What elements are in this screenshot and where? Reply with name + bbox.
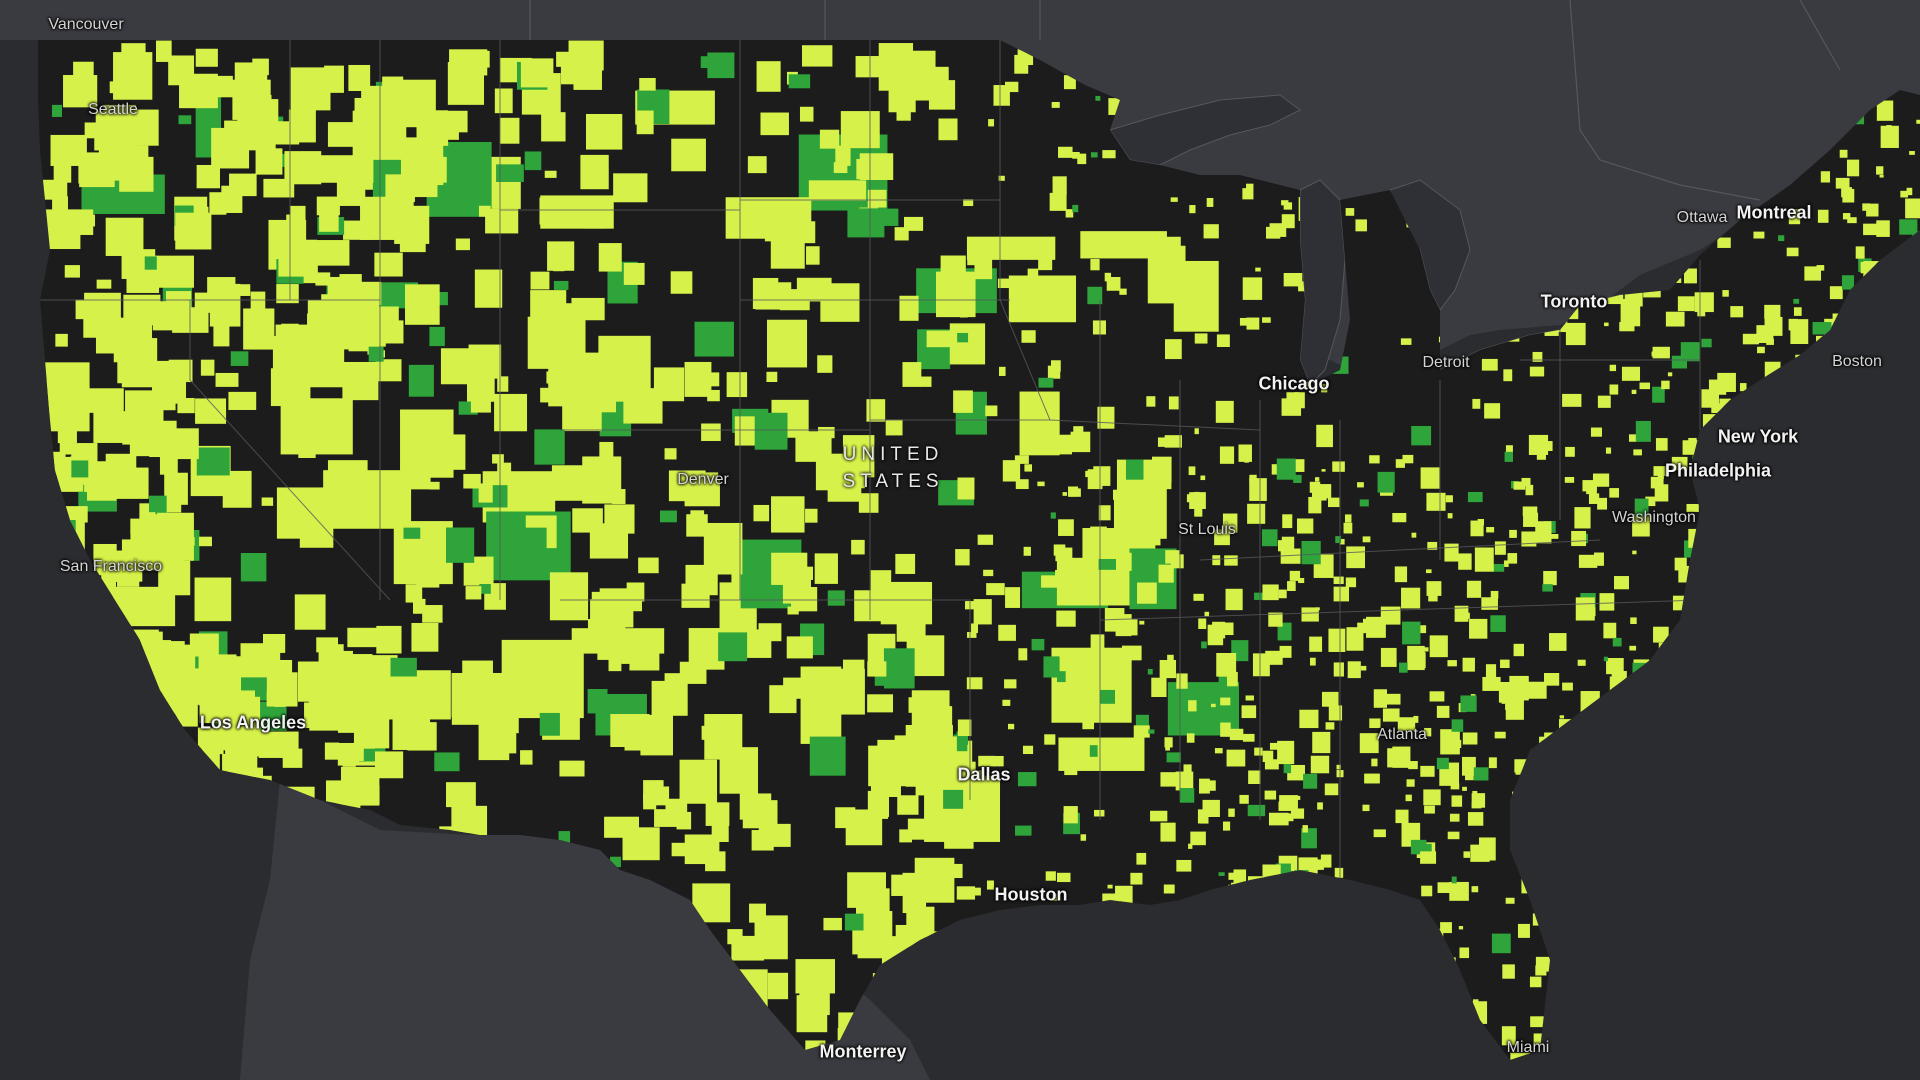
state-borders xyxy=(40,40,1701,900)
canada-province-borders xyxy=(529,0,1841,201)
city-label-st-louis[interactable]: St Louis xyxy=(1178,521,1236,538)
city-label-dallas[interactable]: Dallas xyxy=(957,764,1011,785)
city-label-montreal[interactable]: Montreal xyxy=(1736,202,1812,223)
city-label-monterrey[interactable]: Monterrey xyxy=(819,1041,907,1062)
city-label-boston[interactable]: Boston xyxy=(1832,353,1882,370)
country-label-line2: STATES xyxy=(842,471,944,492)
city-label-miami[interactable]: Miami xyxy=(1506,1039,1550,1056)
city-label-toronto[interactable]: Toronto xyxy=(1540,291,1608,312)
city-label-chicago[interactable]: Chicago xyxy=(1258,373,1330,394)
country-label-line1: UNITED xyxy=(842,444,944,465)
lake-michigan xyxy=(1299,179,1346,386)
lake-superior xyxy=(1109,94,1301,166)
city-label-seattle[interactable]: Seattle xyxy=(88,101,138,118)
city-label-san-francisco[interactable]: San Francisco xyxy=(59,558,163,575)
city-label-detroit[interactable]: Detroit xyxy=(1422,354,1470,371)
city-label-atlanta[interactable]: Atlanta xyxy=(1377,726,1427,743)
city-label-los-angeles[interactable]: Los Angeles xyxy=(199,712,307,733)
mexico-landmass xyxy=(240,780,930,1080)
city-label-vancouver[interactable]: Vancouver xyxy=(48,16,124,33)
city-label-washington[interactable]: Washington xyxy=(1612,509,1696,526)
us-landmass xyxy=(38,40,1920,1060)
city-label-houston[interactable]: Houston xyxy=(994,884,1068,905)
city-label-philadelphia[interactable]: Philadelphia xyxy=(1664,460,1772,481)
city-label-ottawa[interactable]: Ottawa xyxy=(1676,209,1728,226)
country-label: UNITED STATES xyxy=(842,441,943,495)
city-label-new-york[interactable]: New York xyxy=(1717,426,1799,447)
city-label-denver[interactable]: Denver xyxy=(677,471,729,488)
